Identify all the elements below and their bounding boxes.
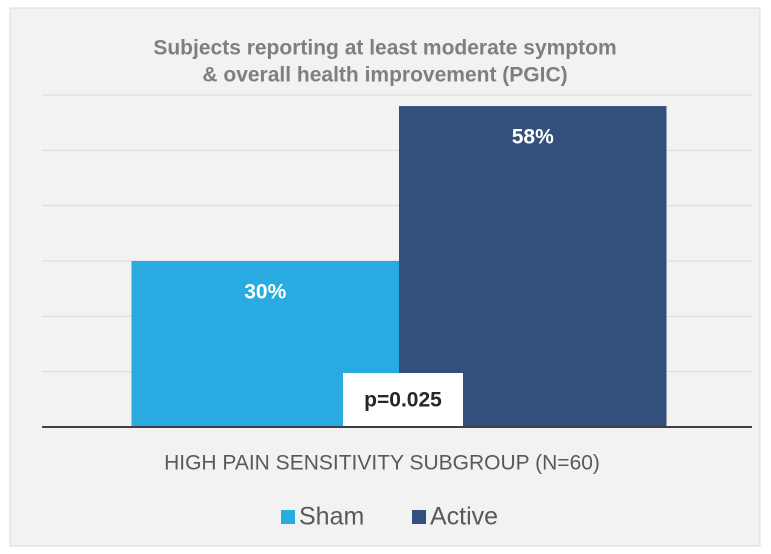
data-label: 30% [244,281,286,304]
chart-title: & overall health improvement (PGIC) [202,64,567,87]
legend-swatch [412,510,426,524]
annotation-box [343,373,463,426]
legend-label: Active [430,503,498,531]
legend-swatch [281,510,295,524]
annotation: p=0.025 [364,389,442,412]
legend-label: Sham [299,503,364,531]
x-tick-label: HIGH PAIN SENSITIVITY SUBGROUP (N=60) [164,452,600,475]
chart-title: Subjects reporting at least moderate sym… [153,37,616,60]
data-label: 58% [512,126,554,149]
